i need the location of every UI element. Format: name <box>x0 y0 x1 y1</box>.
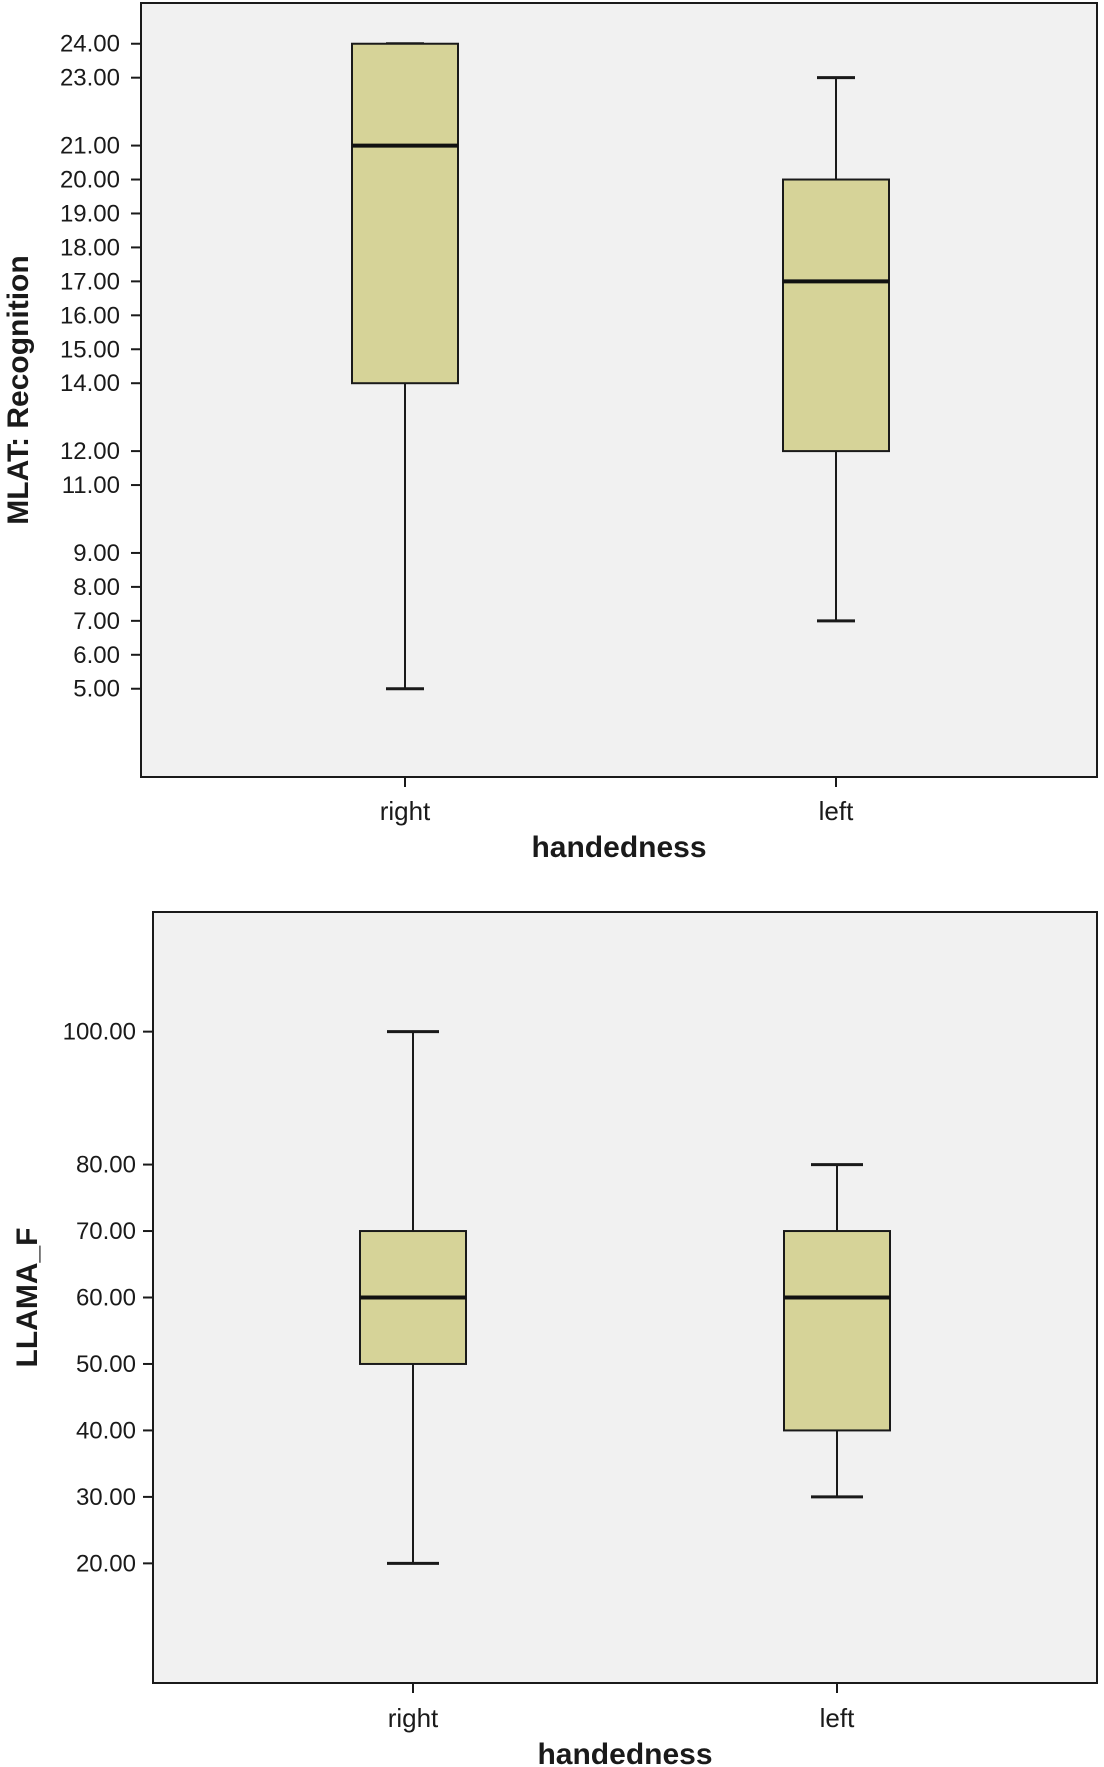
chart2-plot-area <box>152 911 1098 1684</box>
chart1-y-tick-label: 23.00 <box>60 65 120 92</box>
chart1-y-axis-title: MLAT: Recognition <box>2 255 35 524</box>
chart2-y-tick-label: 100.00 <box>63 1019 136 1046</box>
chart1-y-tick-label: 18.00 <box>60 234 120 261</box>
chart2-x-axis-title: handedness <box>537 1738 712 1767</box>
chart1-y-tick-label: 20.00 <box>60 167 120 194</box>
chart2-y-tick-label: 70.00 <box>76 1218 136 1245</box>
chart-llama-f: 100.00 80.00 70.00 60.00 50.00 40.00 30.00 20.0… <box>11 911 1098 1767</box>
iqr-box <box>782 178 890 453</box>
chart1-y-tick-label: 6.00 <box>73 642 120 669</box>
chart1-y-tick-label: 11.00 <box>62 472 120 499</box>
chart-mlat-recognition: 24.00 23.00 21.00 20.00 19.00 18.00 17.00 16.00… <box>2 2 1098 864</box>
chart2-y-tick-label: 80.00 <box>76 1152 136 1179</box>
chart1-y-tick-label: 8.00 <box>73 574 120 601</box>
chart2-y-tick-label: 40.00 <box>76 1417 136 1444</box>
chart2-y-tick-label: 30.00 <box>76 1484 136 1511</box>
chart1-y-tick-label: 19.00 <box>60 200 120 227</box>
chart1-box-left <box>782 76 890 623</box>
chart1-plot-area <box>140 2 1098 778</box>
chart1-y-tick-label: 15.00 <box>60 336 120 363</box>
chart2-category-label: right <box>388 1703 439 1733</box>
chart2-y-tick-label: 20.00 <box>76 1550 136 1577</box>
chart1-y-tick-label: 24.00 <box>60 31 120 58</box>
chart1-y-tick-label: 16.00 <box>60 302 120 329</box>
chart2-category-label: left <box>820 1703 855 1733</box>
chart1-category-label: right <box>380 796 431 826</box>
chart1-box-right <box>351 42 459 691</box>
chart2-box-right <box>359 1030 467 1565</box>
chart1-y-tick-label: 5.00 <box>73 676 120 703</box>
chart1-y-tick-label: 21.00 <box>60 133 120 160</box>
chart1-y-tick-label: 17.00 <box>60 268 120 295</box>
chart2-y-tick-label: 50.00 <box>76 1351 136 1378</box>
chart1-category-label: left <box>819 796 854 826</box>
chart1-y-tick-label: 14.00 <box>60 370 120 397</box>
iqr-box <box>783 1230 891 1432</box>
chart1-x-axis-title: handedness <box>531 831 706 864</box>
chart1-y-tick-label: 12.00 <box>60 438 120 465</box>
chart2-box-left <box>783 1163 891 1499</box>
iqr-box <box>351 42 459 385</box>
chart2-y-axis-title: LLAMA_F <box>11 1228 44 1368</box>
chart1-y-tick-label: 7.00 <box>73 608 120 635</box>
chart1-y-tick-label: 9.00 <box>73 540 120 567</box>
chart2-y-tick-label: 60.00 <box>76 1285 136 1312</box>
